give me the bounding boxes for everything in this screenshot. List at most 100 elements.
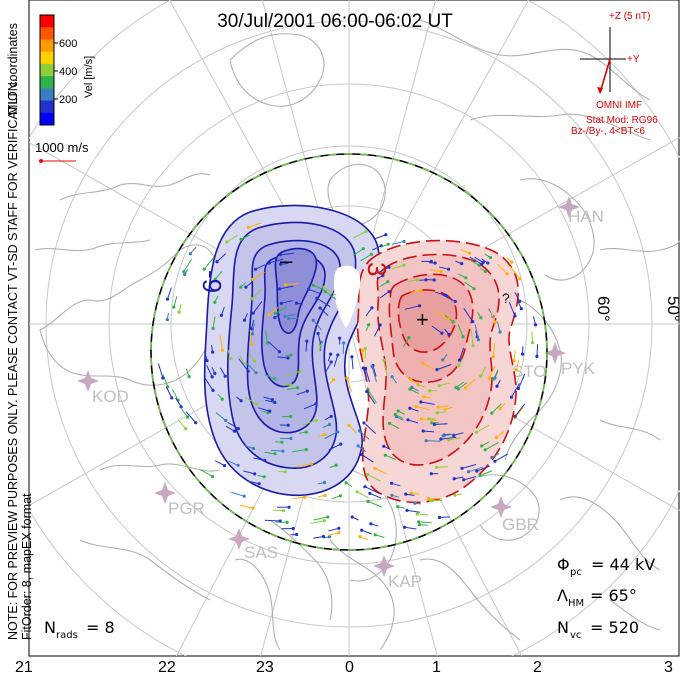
color-scale-tick-600: 600 — [59, 38, 77, 50]
velocity-vector — [468, 466, 483, 473]
velocity-vector — [517, 301, 522, 309]
velocity-vector — [410, 290, 421, 293]
velocity-vector — [470, 329, 474, 346]
velocity-vector — [454, 493, 462, 496]
cross-polar-potential: Φ pc = 44 kV — [557, 555, 655, 578]
velocity-vector — [313, 516, 328, 521]
svg-text:GBR: GBR — [502, 515, 539, 534]
velocity-vector — [476, 424, 490, 433]
velocity-vector — [328, 532, 339, 536]
velocity-vector — [178, 303, 182, 313]
reference-vector-label: 1000 m/s — [35, 140, 89, 155]
velocity-vector — [361, 454, 374, 463]
velocity-vector — [497, 263, 508, 275]
velocity-vector — [328, 527, 339, 532]
velocity-vector — [371, 366, 377, 383]
velocity-vectors — [157, 222, 539, 541]
velocity-vector — [248, 352, 255, 362]
velocity-vector — [318, 434, 325, 438]
imf-axis-z: +Z (5 nT) — [609, 11, 650, 22]
velocity-vector — [215, 412, 227, 421]
velocity-vector — [239, 504, 254, 509]
velocity-vector — [236, 396, 242, 402]
velocity-vector — [436, 364, 452, 371]
velocity-vector — [366, 391, 376, 405]
velocity-vector — [292, 496, 305, 499]
velocity-vector — [301, 419, 317, 426]
velocity-vector — [363, 422, 377, 434]
velocity-vector — [437, 411, 447, 414]
mlt-tick-22: 22 — [158, 659, 176, 674]
velocity-vector — [203, 256, 215, 270]
velocity-vector — [435, 291, 447, 296]
velocity-vector — [292, 449, 307, 453]
velocity-vector — [280, 252, 295, 256]
velocity-vector — [308, 288, 321, 295]
velocity-vector — [239, 355, 245, 364]
velocity-vector — [383, 445, 391, 451]
station-gbr: GBR — [490, 496, 539, 534]
svg-text:Φ: Φ — [557, 555, 570, 574]
color-scale-tick-400: 400 — [59, 66, 77, 78]
velocity-vector — [185, 368, 190, 377]
velocity-vector — [491, 452, 500, 458]
velocity-vector — [359, 430, 370, 440]
velocity-vector — [268, 341, 280, 353]
color-scale-segment — [40, 63, 54, 77]
velocity-vector — [367, 389, 377, 404]
color-scale-segment — [40, 76, 54, 89]
potential-max-marker: + — [416, 307, 429, 332]
velocity-vector — [323, 286, 337, 296]
station-han: HAN — [558, 196, 604, 226]
velocity-vector — [157, 363, 164, 379]
svg-text:rads: rads — [56, 630, 78, 641]
velocity-vector — [342, 342, 345, 354]
velocity-vector — [245, 397, 257, 404]
velocity-vector — [474, 324, 479, 340]
velocity-vector — [175, 397, 182, 407]
velocity-vector — [325, 361, 332, 373]
svg-text:PGR: PGR — [168, 499, 205, 518]
velocity-vector — [465, 378, 476, 389]
pole-gap — [334, 265, 361, 328]
coastlines — [34, 19, 680, 651]
velocity-vector — [185, 411, 197, 424]
velocity-vector — [323, 536, 330, 539]
velocity-vector — [409, 388, 420, 395]
color-scale-axis-label: Vel [m/s] — [83, 56, 95, 98]
contour-label-positive: 3 — [362, 262, 392, 276]
velocity-vector — [514, 291, 521, 302]
velocity-vector — [443, 433, 455, 437]
velocity-vector — [313, 284, 325, 291]
velocity-vector — [496, 379, 501, 387]
velocity-vector — [460, 249, 470, 254]
hm-latitude: Λ HM = 65° — [557, 586, 637, 609]
velocity-vector — [431, 325, 443, 334]
velocity-vector — [288, 317, 299, 320]
velocity-vector — [374, 324, 381, 337]
velocity-vector — [435, 311, 449, 320]
velocity-vector — [430, 269, 442, 272]
velocity-vector — [439, 516, 450, 518]
velocity-vector — [458, 273, 467, 279]
imf-axis-y: +Y — [627, 54, 640, 65]
latitude-label-60: 60° — [594, 296, 613, 322]
velocity-vector — [494, 370, 499, 379]
station-sas: SAS — [228, 528, 278, 562]
velocity-vector — [286, 387, 298, 390]
velocity-vector — [219, 335, 223, 351]
velocity-vector — [279, 285, 294, 290]
velocity-vector — [367, 500, 382, 508]
velocity-vector — [411, 492, 420, 495]
svg-text:SAS: SAS — [244, 543, 278, 562]
velocity-vector — [356, 491, 369, 499]
velocity-vector — [238, 358, 249, 372]
imf-clock: +Z (5 nT) +Y OMNI IMF Stat Mod: RG96 Bz-… — [571, 11, 658, 137]
velocity-vector — [455, 260, 462, 265]
velocity-vector — [284, 313, 296, 317]
svg-text:KAP: KAP — [388, 572, 422, 591]
velocity-vector — [274, 313, 281, 319]
velocity-vector — [469, 259, 480, 266]
velocity-vector — [227, 349, 232, 359]
velocity-vector — [275, 306, 288, 314]
